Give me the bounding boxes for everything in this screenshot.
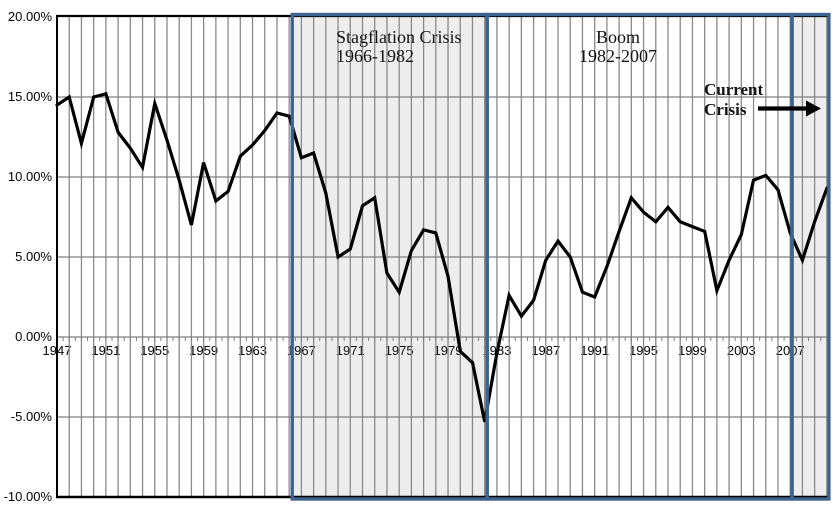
profit-rate-data-line <box>55 91 829 423</box>
y-tick-label: -10.00% <box>3 489 52 504</box>
region-border-current-crisis <box>790 12 831 501</box>
stagflation-annotation-line1: Stagflation Crisis <box>336 27 462 47</box>
y-tick-label: 5.00% <box>15 249 52 264</box>
y-tick-label: 15.00% <box>7 89 52 104</box>
current-crisis-annotation-line1: Current <box>704 80 764 99</box>
stagflation-annotation-line2: 1966-1982 <box>336 46 414 66</box>
boom-annotation-line1: Boom <box>595 27 640 47</box>
y-tick-label: 10.00% <box>7 169 52 184</box>
y-tick-label: 20.00% <box>7 9 52 24</box>
boom-annotation-line2: 1982-2007 <box>579 46 657 66</box>
current-crisis-annotation-line2: Crisis <box>704 100 747 119</box>
region-shade-stagflation <box>292 14 488 499</box>
region-shade-current-crisis <box>792 14 829 499</box>
boom-annotation: Boom 1982-2007 <box>558 28 678 66</box>
y-tick-label: 0.00% <box>15 329 52 344</box>
y-tick-label: -5.00% <box>10 409 52 424</box>
current-crisis-arrow-head <box>806 100 821 117</box>
current-crisis-annotation: Current Crisis <box>704 80 763 120</box>
stagflation-annotation: Stagflation Crisis 1966-1982 <box>336 28 462 66</box>
